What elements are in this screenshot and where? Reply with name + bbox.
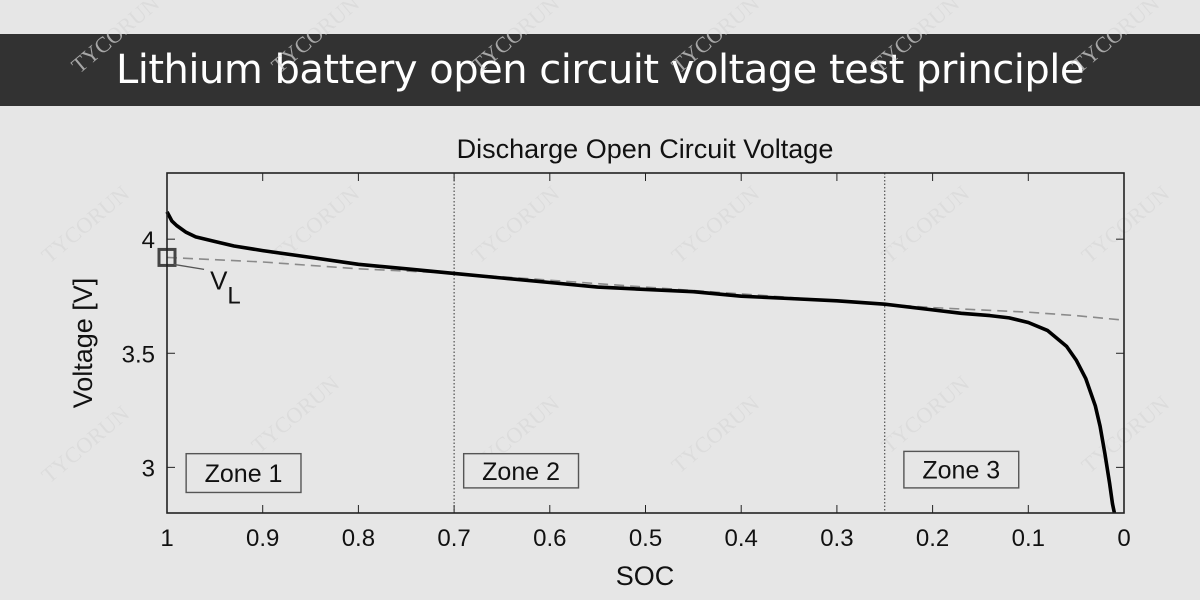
zone-box: Zone 1 bbox=[185, 452, 302, 494]
zone-label: Zone 1 bbox=[205, 460, 283, 488]
x-tick-label: 0.8 bbox=[342, 525, 375, 552]
watermark-text: TYCORUN bbox=[466, 180, 564, 268]
watermark-text: TYCORUN bbox=[36, 400, 134, 488]
watermark-text: TYCORUN bbox=[876, 180, 974, 268]
zone-label: Zone 2 bbox=[482, 458, 560, 486]
ocv-curve bbox=[165, 210, 1117, 514]
watermark-text: TYCORUN bbox=[466, 0, 564, 78]
watermark-text: TYCORUN bbox=[1066, 0, 1164, 78]
y-axis-ticks: 33.54 bbox=[122, 227, 1124, 482]
reference-dashed-line bbox=[166, 256, 1125, 321]
zone-labels: Zone 1 Zone 2 Zone 3 bbox=[185, 450, 1020, 494]
watermark-text: TYCORUN bbox=[266, 0, 364, 78]
watermark-text: TYCORUN bbox=[1076, 180, 1174, 268]
watermark-text: TYCORUN bbox=[666, 390, 764, 478]
x-tick-label: 0.6 bbox=[533, 525, 566, 552]
y-tick-label: 3 bbox=[142, 455, 155, 482]
x-tick-label: 0.7 bbox=[437, 525, 470, 552]
watermark-text: TYCORUN bbox=[1076, 390, 1174, 478]
zone-box: Zone 2 bbox=[462, 452, 580, 489]
watermark-text: TYCORUN bbox=[246, 370, 344, 458]
y-tick-label: 3.5 bbox=[122, 341, 155, 368]
chart-title: Discharge Open Circuit Voltage bbox=[457, 134, 834, 164]
x-tick-label: 0.5 bbox=[629, 525, 662, 552]
vl-leader-line bbox=[173, 263, 205, 271]
page-title: Lithium battery open circuit voltage tes… bbox=[115, 47, 1085, 93]
watermark-text: TYCORUN bbox=[666, 0, 764, 78]
y-axis-label: Voltage [V] bbox=[68, 278, 98, 409]
x-tick-label: 1 bbox=[160, 525, 173, 552]
data-series bbox=[165, 210, 1125, 514]
x-axis-label: SOC bbox=[616, 561, 675, 591]
vl-label: VL bbox=[210, 265, 241, 309]
x-tick-label: 0.3 bbox=[820, 525, 853, 552]
x-tick-label: 0.4 bbox=[725, 525, 758, 552]
zone-boundary-lines bbox=[453, 173, 886, 513]
vl-annotation: VL bbox=[157, 247, 241, 309]
x-tick-label: 0.1 bbox=[1012, 525, 1045, 552]
zone-label: Zone 3 bbox=[922, 457, 1000, 485]
x-tick-label: 0.2 bbox=[916, 525, 949, 552]
watermark-text: TYCORUN bbox=[866, 0, 964, 78]
x-tick-label: 0.9 bbox=[246, 525, 279, 552]
zone-box: Zone 3 bbox=[903, 450, 1020, 489]
watermark-text: TYCORUN bbox=[36, 180, 134, 268]
watermark-layer: TYCORUN TYCORUN TYCORUN TYCORUN TYCORUN TYCOR… bbox=[36, 0, 1174, 488]
watermark-text: TYCORUN bbox=[666, 180, 764, 268]
title-banner: Lithium battery open circuit voltage tes… bbox=[0, 34, 1200, 106]
x-axis-ticks: 1 0.9 0.8 0.7 0.6 0.5 0.4 0.3 0.2 0.1 0 bbox=[160, 173, 1131, 552]
watermark-text: TYCORUN bbox=[66, 0, 164, 78]
x-tick-label: 0 bbox=[1117, 525, 1130, 552]
y-tick-label: 4 bbox=[142, 227, 155, 254]
watermark-text: TYCORUN bbox=[876, 370, 974, 458]
